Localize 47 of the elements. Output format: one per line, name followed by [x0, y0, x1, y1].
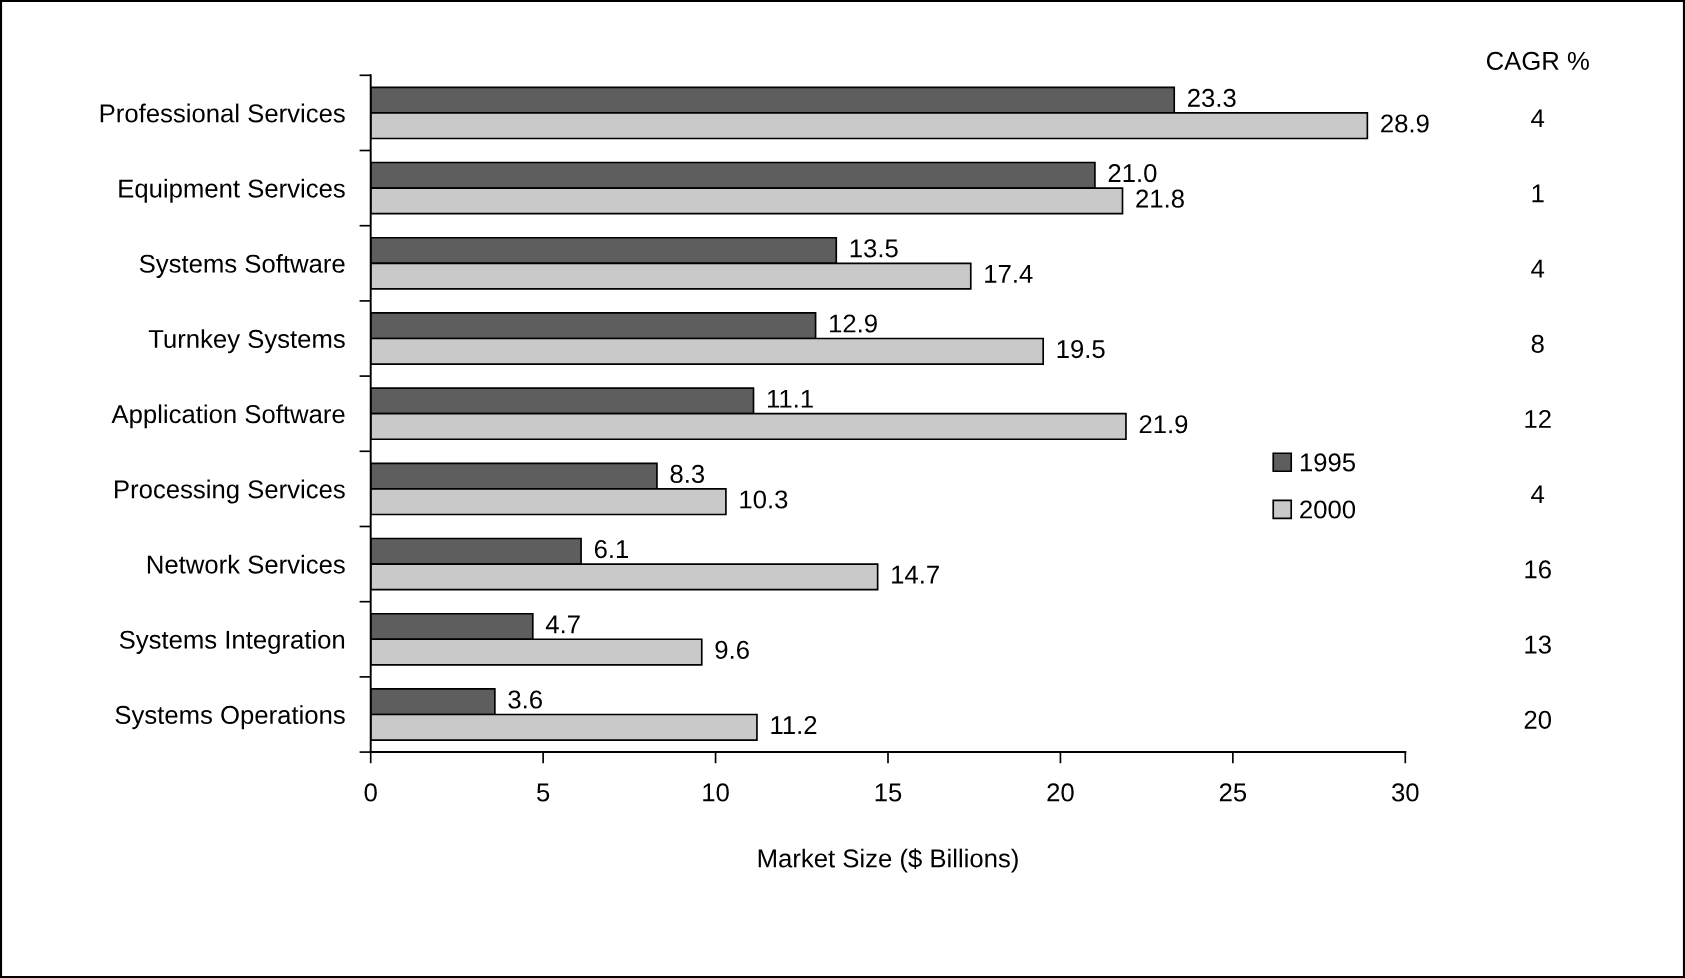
text: 8 [1531, 334, 1544, 353]
data-label: 17.4 [985, 265, 1033, 283]
legend-label: 2000 [1300, 500, 1356, 519]
text: 4 [1531, 259, 1545, 278]
y-tick-label: Systems Software [139, 254, 345, 278]
y-tick-label: Professional Services [100, 103, 345, 123]
y-tick-label: Application Software [111, 404, 345, 429]
legend-label: 1995 [1300, 453, 1355, 472]
text: 4 [1531, 109, 1545, 128]
data-label: 6.1 [594, 540, 629, 559]
y-tick-label: Network Services [147, 554, 345, 574]
data-label: 3.6 [508, 690, 542, 709]
x-tick-label: 10 [703, 783, 729, 802]
x-tick-label: 20 [1047, 783, 1074, 802]
data-label: 13.5 [850, 239, 898, 258]
y-tick-label: Systems Integration [119, 629, 345, 654]
x-tick-label: 5 [537, 783, 550, 802]
text: 1 [1532, 184, 1544, 203]
data-label: 23.3 [1188, 88, 1236, 108]
data-label: 11.1 [767, 389, 813, 408]
x-axis-title: Market Size ($ Billions) [758, 848, 1018, 873]
text: 4 [1531, 485, 1545, 504]
y-tick-label: Processing Services [115, 479, 345, 504]
data-label: 11.2 [771, 715, 817, 734]
data-label: 19.5 [1057, 339, 1105, 359]
data-label: 9.6 [715, 640, 749, 659]
text: CAGR % [1486, 51, 1589, 71]
x-tick-label: 30 [1391, 783, 1419, 802]
data-label: 4.7 [545, 615, 580, 634]
text: 20 [1524, 710, 1551, 729]
text: 16 [1525, 560, 1551, 579]
data-label: 10.3 [740, 490, 788, 509]
data-label: 21.9 [1139, 415, 1188, 434]
x-tick-label: 15 [875, 783, 902, 802]
text: 12 [1525, 409, 1551, 428]
data-label: 21.0 [1108, 164, 1157, 183]
x-tick-label: 25 [1219, 783, 1247, 802]
y-tick-label: Turnkey Systems [148, 329, 345, 354]
text: 13 [1525, 635, 1551, 654]
data-label: 21.8 [1136, 189, 1184, 208]
x-tick-label: 0 [364, 783, 377, 802]
data-label: 28.9 [1381, 114, 1429, 133]
data-label: 14.7 [892, 565, 939, 584]
y-tick-label: Equipment Services [119, 178, 345, 203]
data-label: 12.9 [830, 314, 877, 333]
data-label: 8.3 [670, 464, 705, 484]
y-tick-label: Systems Operations [115, 705, 345, 730]
